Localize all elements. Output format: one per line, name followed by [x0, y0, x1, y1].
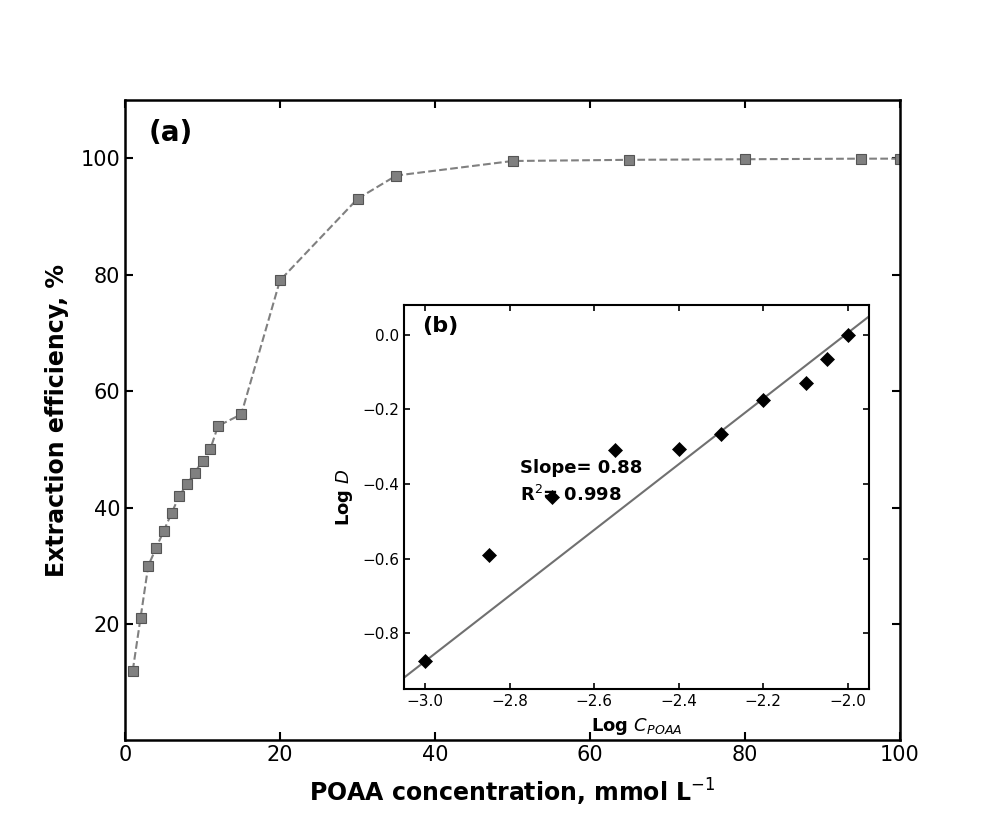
Text: (a): (a): [148, 119, 192, 147]
Y-axis label: Extraction efficiency, %: Extraction efficiency, %: [45, 264, 69, 577]
X-axis label: POAA concentration, mmol L$^{-1}$: POAA concentration, mmol L$^{-1}$: [309, 776, 716, 808]
